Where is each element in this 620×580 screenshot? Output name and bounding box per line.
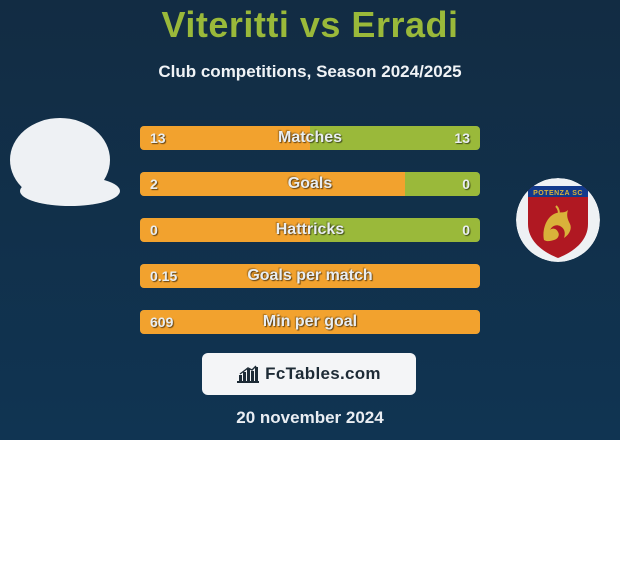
stat-label: Min per goal: [140, 310, 480, 334]
top-panel: Viteritti vs Erradi Club competitions, S…: [0, 0, 620, 440]
stat-label: Hattricks: [140, 218, 480, 242]
club-badge-icon: POTENZA SC: [516, 178, 600, 262]
snapshot-date: 20 november 2024: [0, 408, 620, 428]
player-left-avatar-placeholder-2: [20, 176, 120, 206]
attribution-badge: FcTables.com: [202, 353, 416, 395]
stat-label: Matches: [140, 126, 480, 150]
badge-banner-text: POTENZA SC: [533, 190, 583, 197]
stat-row-matches: 13 13 Matches: [140, 126, 480, 150]
stat-row-goals-per-match: 0.15 Goals per match: [140, 264, 480, 288]
attribution-text: FcTables.com: [265, 364, 381, 384]
stat-label: Goals per match: [140, 264, 480, 288]
stat-row-goals: 2 0 Goals: [140, 172, 480, 196]
stat-label: Goals: [140, 172, 480, 196]
bar-chart-icon: [237, 365, 259, 383]
bottom-blank: [0, 440, 620, 580]
player-right-badge: POTENZA SC: [516, 178, 600, 262]
stat-bars: 13 13 Matches 2 0 Goals 0 0 Hattricks: [140, 126, 480, 356]
stat-row-hattricks: 0 0 Hattricks: [140, 218, 480, 242]
subtitle: Club competitions, Season 2024/2025: [0, 62, 620, 82]
page-title: Viteritti vs Erradi: [0, 4, 620, 46]
comparison-infographic: Viteritti vs Erradi Club competitions, S…: [0, 0, 620, 580]
stat-row-min-per-goal: 609 Min per goal: [140, 310, 480, 334]
